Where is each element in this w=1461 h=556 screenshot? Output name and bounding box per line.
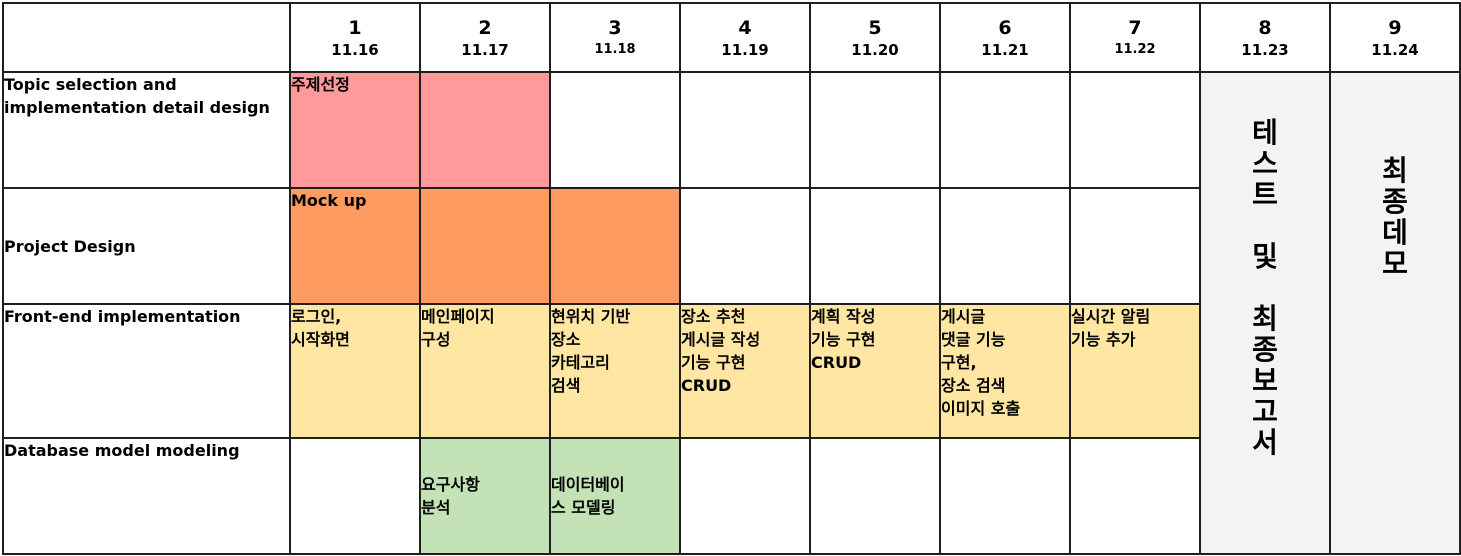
header-row: 1 11.16 2 11.17 3 11.18 4 11.19 5 11.20 … <box>2 2 1461 73</box>
empty-cell <box>939 187 1071 305</box>
empty-cell <box>1069 187 1201 305</box>
task-cell: 계획 작성 기능 구현 CRUD <box>809 303 941 439</box>
empty-cell <box>679 187 811 305</box>
day-date: 11.18 <box>594 41 636 57</box>
row-frontend: Front-end implementation 로그인, 시작화면 메인페이지… <box>2 303 1460 439</box>
day-number: 1 <box>348 16 362 39</box>
day-number: 5 <box>868 16 882 39</box>
day-header-9: 9 11.24 <box>1329 2 1461 73</box>
task-cell: 현위치 기반 장소 카테고리 검색 <box>549 303 681 439</box>
day-header-3: 3 11.18 <box>549 2 681 73</box>
task-cell: 데이터베이 스 모델링 <box>549 437 681 555</box>
row-label-design: Project Design <box>2 187 291 305</box>
day-header-1: 1 11.16 <box>289 2 421 73</box>
row-database: Database model modeling 요구사항 분석 데이터베이 스 … <box>2 437 1460 555</box>
empty-cell <box>289 437 421 555</box>
row-label-frontend: Front-end implementation <box>2 303 291 439</box>
task-cell: 주제선정 <box>289 71 421 189</box>
empty-cell <box>1069 437 1201 555</box>
corner-cell <box>2 2 291 73</box>
day-number: 9 <box>1388 16 1402 39</box>
day-number: 6 <box>998 16 1012 39</box>
empty-cell <box>939 71 1071 189</box>
empty-cell <box>1069 71 1201 189</box>
empty-cell <box>939 437 1071 555</box>
merged-cell-test-final-report: 테 스 트 및 최 종 보 고 서 <box>1199 71 1331 555</box>
task-cell <box>419 187 551 305</box>
day-date: 11.20 <box>851 40 899 59</box>
empty-cell <box>809 187 941 305</box>
task-cell: 실시간 알림 기능 추가 <box>1069 303 1201 439</box>
day-date: 11.22 <box>1114 41 1156 57</box>
vertical-text: 최 종 데 모 <box>1382 154 1408 280</box>
day-header-4: 4 11.19 <box>679 2 811 73</box>
day-number: 4 <box>738 16 752 39</box>
day-header-7: 7 11.22 <box>1069 2 1201 73</box>
task-cell: 메인페이지 구성 <box>419 303 551 439</box>
day-date: 11.16 <box>331 40 379 59</box>
day-number: 7 <box>1128 16 1142 39</box>
day-number: 2 <box>478 16 492 39</box>
empty-cell <box>679 71 811 189</box>
task-cell: 로그인, 시작화면 <box>289 303 421 439</box>
empty-cell <box>679 437 811 555</box>
day-header-8: 8 11.23 <box>1199 2 1331 73</box>
day-header-6: 6 11.21 <box>939 2 1071 73</box>
empty-cell <box>809 71 941 189</box>
empty-cell <box>549 71 681 189</box>
day-date: 11.21 <box>981 40 1029 59</box>
task-cell <box>549 187 681 305</box>
day-header-5: 5 11.20 <box>809 2 941 73</box>
row-label-topic: Topic selection and implementation detai… <box>2 71 291 189</box>
task-cell <box>419 71 551 189</box>
task-cell: Mock up <box>289 187 421 305</box>
day-date: 11.24 <box>1371 40 1419 59</box>
day-date: 11.17 <box>461 40 509 59</box>
day-number: 3 <box>608 16 622 39</box>
vertical-text: 테 스 트 및 최 종 보 고 서 <box>1252 116 1278 459</box>
row-topic-selection: Topic selection and implementation detai… <box>2 71 1461 555</box>
day-header-2: 2 11.17 <box>419 2 551 73</box>
empty-cell <box>809 437 941 555</box>
task-cell: 요구사항 분석 <box>419 437 551 555</box>
merged-cell-final-demo: 최 종 데 모 <box>1329 71 1461 555</box>
day-number: 8 <box>1258 16 1272 39</box>
day-date: 11.19 <box>721 40 769 59</box>
day-date: 11.23 <box>1241 40 1289 59</box>
row-project-design: Project Design Mock up <box>2 187 1460 305</box>
task-cell: 장소 추천 게시글 작성 기능 구현 CRUD <box>679 303 811 439</box>
task-cell: 게시글 댓글 기능 구현, 장소 검색 이미지 호출 <box>939 303 1071 439</box>
row-label-database: Database model modeling <box>2 437 291 555</box>
